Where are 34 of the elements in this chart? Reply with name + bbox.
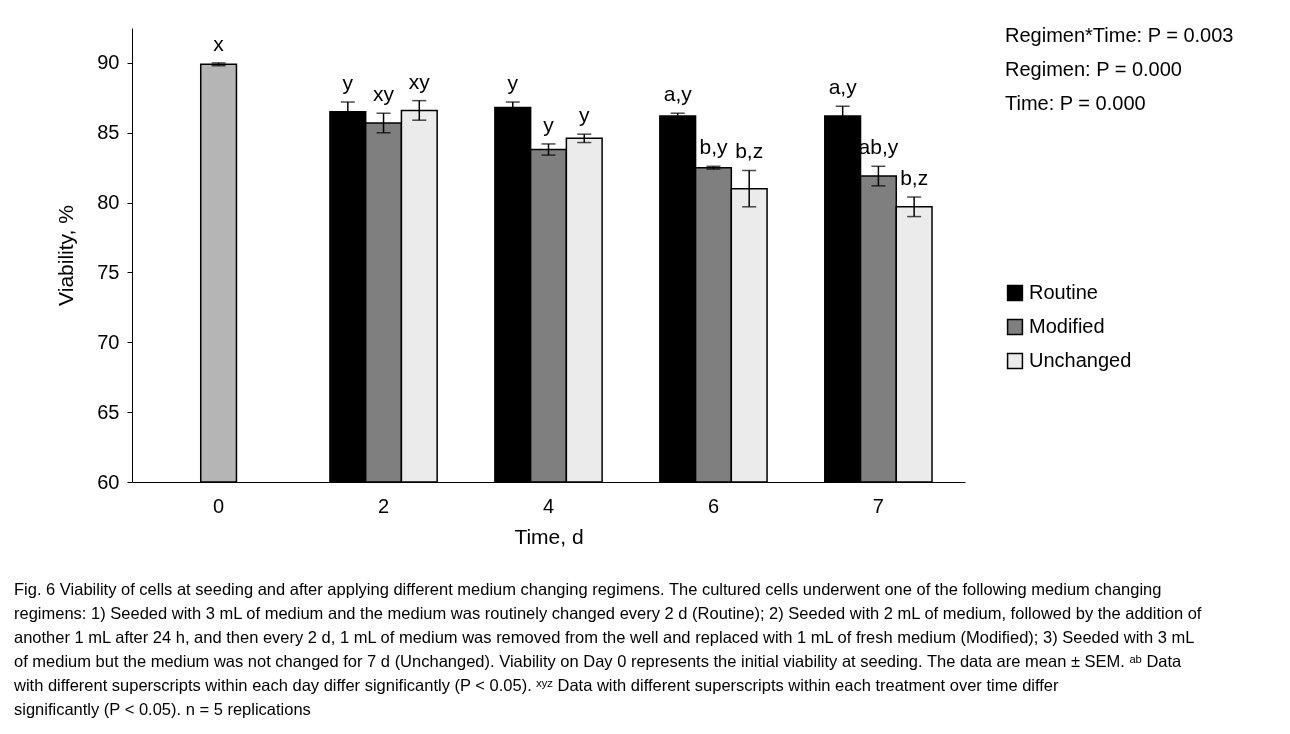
data-label: xy [408, 69, 431, 93]
data-label: ab,y [858, 135, 899, 159]
data-label: xy [373, 82, 395, 106]
legend-label: Unchanged [1029, 349, 1132, 371]
x-tick-label: 2 [377, 494, 390, 517]
y-tick-label: 70 [97, 330, 120, 353]
y-tick-label: 75 [97, 260, 120, 283]
y-tick-label: 90 [97, 51, 120, 74]
data-label: x [213, 31, 225, 55]
y-tick-label: 60 [97, 470, 120, 493]
data-label: b,z [900, 166, 929, 190]
caption: Fig. 6 Viability of cells at seeding and after applying different medium changing regimens. The cultured cells underwent one of the following medium changing regimens: 1) Seeded with 3 mL of medium and the medium was routinely changed every 2 d (Routine); 2) Seeded with 2 mL of medium, followed by the addition of another 1 mL after 24 h, and then every 2 d, 1 mL of medium was removed from the well and replaced with 1 mL of fresh medium (Modified); 3) Seeded with 3 mL of medium but the medium was not changed for 7 d (Unchanged). Viability on Day 0 represents the initial viability at seeding. The data are mean ± SEM. ᵃᵇ Data with different superscripts within each day differ significantly (P < 0.05). ˣʸᶻ Data with different superscripts within each treatment over time differ significantly (P < 0.05). n = 5 replications [13, 580, 1202, 718]
y-tick-label: 85 [97, 121, 120, 144]
legend-label: Modified [1029, 315, 1105, 337]
y-axis-title: Viability, % [54, 205, 78, 306]
data-label: a,y [828, 75, 858, 99]
data-label: y [578, 103, 590, 127]
x-axis-title: Time, d [514, 524, 584, 548]
x-tick-label: 7 [872, 494, 884, 517]
text: Time: P = 0.000 [1005, 92, 1146, 114]
x-tick-label: 0 [213, 494, 225, 517]
data-label: y [342, 71, 354, 95]
data-label: y [507, 71, 519, 95]
x-tick-label: 4 [542, 494, 555, 517]
y-tick-label: 65 [97, 400, 120, 423]
data-label: a,y [663, 82, 693, 106]
text: Regimen: P = 0.000 [1005, 58, 1182, 80]
x-tick-label: 6 [707, 494, 720, 517]
data-label: b,z [735, 139, 764, 163]
data-label: b,y [699, 135, 728, 159]
y-tick-label: 80 [97, 191, 120, 214]
text: Regimen*Time: P = 0.003 [1005, 24, 1234, 46]
legend-label: Routine [1029, 281, 1098, 303]
data-label: y [543, 112, 555, 136]
